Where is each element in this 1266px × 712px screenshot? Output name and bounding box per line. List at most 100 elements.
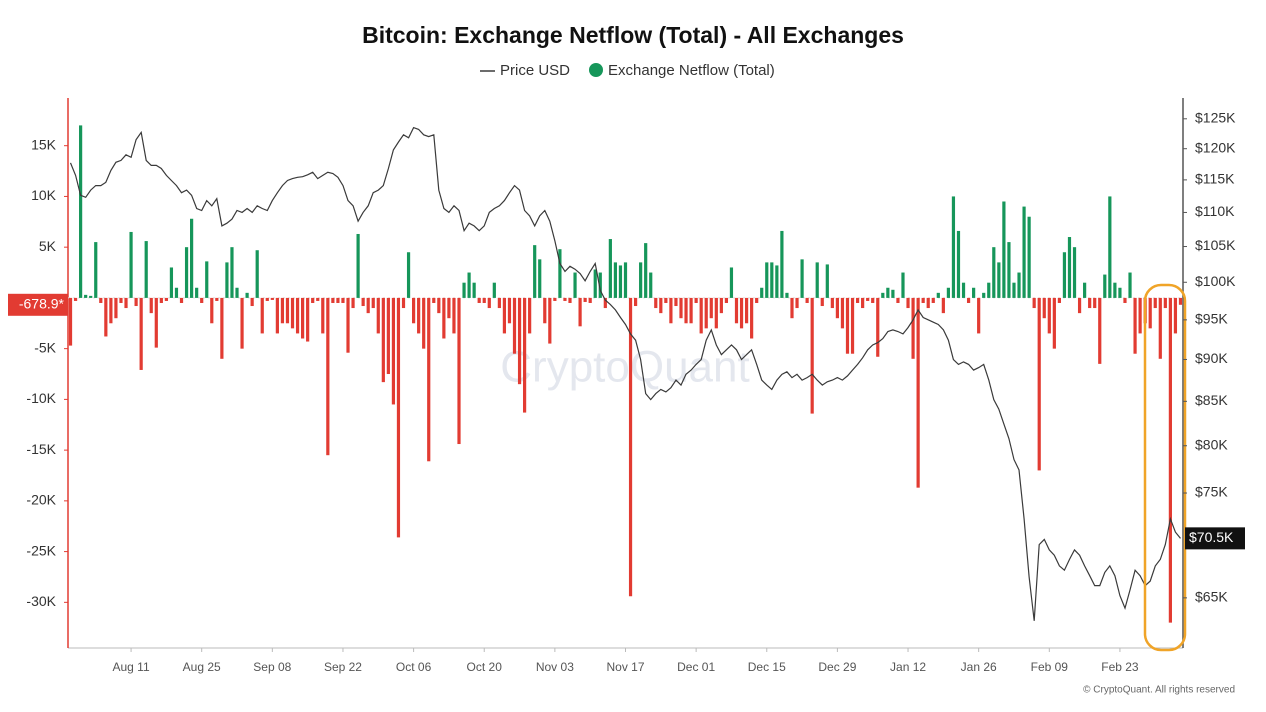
bar	[1133, 297, 1137, 354]
bar	[755, 297, 759, 303]
y2-tick-label: $90K	[1195, 350, 1228, 366]
bar	[512, 297, 517, 354]
bar	[906, 297, 910, 309]
bar	[876, 297, 880, 357]
bar	[457, 297, 461, 445]
price-line	[69, 126, 1181, 621]
legend-label[interactable]: Exchange Netflow (Total)	[608, 62, 775, 79]
bar	[987, 282, 991, 298]
chart-title: Bitcoin: Exchange Netflow (Total) - All …	[362, 22, 904, 48]
y-tick-label: 10K	[31, 187, 57, 203]
bar	[896, 297, 900, 303]
bar	[1163, 297, 1167, 309]
bar	[649, 272, 653, 298]
watermark: CryptoQuant	[500, 343, 749, 392]
bar	[790, 297, 794, 319]
bar	[346, 297, 350, 353]
x-tick-label: Oct 06	[396, 660, 432, 674]
bar	[669, 297, 673, 324]
bar	[548, 297, 552, 344]
bar	[618, 265, 623, 298]
bar	[381, 297, 385, 383]
bar	[861, 297, 865, 309]
bar	[714, 297, 718, 329]
current-value-marker	[8, 293, 68, 316]
bar	[654, 297, 658, 309]
bar	[1052, 297, 1056, 349]
bar	[1017, 272, 1021, 298]
bar	[1093, 297, 1097, 309]
bar	[1057, 297, 1061, 303]
bar	[644, 243, 648, 298]
bar	[401, 297, 406, 309]
bar	[386, 297, 390, 375]
bar	[452, 297, 456, 334]
bar	[1077, 297, 1082, 314]
bar	[699, 297, 703, 334]
bar	[825, 264, 829, 298]
y-tick-label: -20K	[26, 492, 56, 508]
bar	[124, 297, 128, 309]
x-tick-label: Aug 11	[112, 660, 149, 674]
bar	[719, 297, 723, 314]
bar	[68, 297, 73, 346]
bar	[573, 272, 577, 298]
bar	[260, 297, 264, 334]
bar	[1168, 297, 1172, 623]
x-tick-label: Feb 23	[1101, 660, 1139, 674]
bar	[684, 297, 688, 324]
bar	[200, 297, 204, 303]
y2-tick-label: $110K	[1195, 203, 1235, 219]
bar	[795, 297, 799, 309]
bar	[977, 297, 981, 334]
bar	[114, 297, 118, 319]
bar	[169, 267, 174, 298]
bar	[104, 297, 108, 337]
bar	[210, 297, 214, 324]
bar	[89, 295, 93, 298]
bar	[800, 259, 804, 298]
bar	[154, 297, 158, 348]
y-tick-label: -10K	[26, 390, 56, 406]
bar	[830, 297, 834, 309]
bar	[613, 262, 618, 298]
x-tick-label: Dec 29	[818, 660, 856, 674]
bar	[881, 292, 885, 298]
bar	[765, 262, 769, 298]
bar	[220, 297, 224, 359]
x-tick-label: Jan 26	[961, 660, 997, 674]
bar	[99, 297, 103, 303]
y2-tick-label: $105K	[1195, 237, 1236, 253]
bar	[139, 297, 143, 370]
bar	[972, 287, 976, 298]
bar	[190, 218, 194, 298]
bar	[144, 241, 148, 298]
current-value-label: -678.9*	[19, 296, 65, 312]
footer: © CryptoQuant. All rights reserved	[1083, 685, 1235, 696]
bar	[467, 272, 471, 298]
bar	[351, 297, 355, 309]
legend-label[interactable]: Price USD	[500, 62, 570, 79]
x-tick-label: Feb 09	[1031, 660, 1069, 674]
bar	[729, 267, 734, 298]
bar	[290, 297, 295, 329]
bar	[295, 297, 300, 334]
bar	[275, 297, 279, 334]
bar	[583, 297, 587, 302]
y2-tick-label: $120K	[1195, 139, 1236, 155]
y2-tick-label: $75K	[1195, 484, 1228, 500]
bar	[563, 297, 567, 301]
bar	[593, 269, 597, 298]
bar	[391, 297, 396, 405]
bar	[311, 297, 315, 303]
bar	[679, 297, 683, 319]
bar	[538, 259, 542, 298]
bar	[704, 297, 708, 329]
bar	[240, 297, 244, 349]
bar	[255, 250, 259, 298]
bar	[522, 297, 527, 413]
bar	[462, 282, 466, 298]
plot-area	[68, 125, 1183, 623]
bar	[891, 289, 895, 298]
